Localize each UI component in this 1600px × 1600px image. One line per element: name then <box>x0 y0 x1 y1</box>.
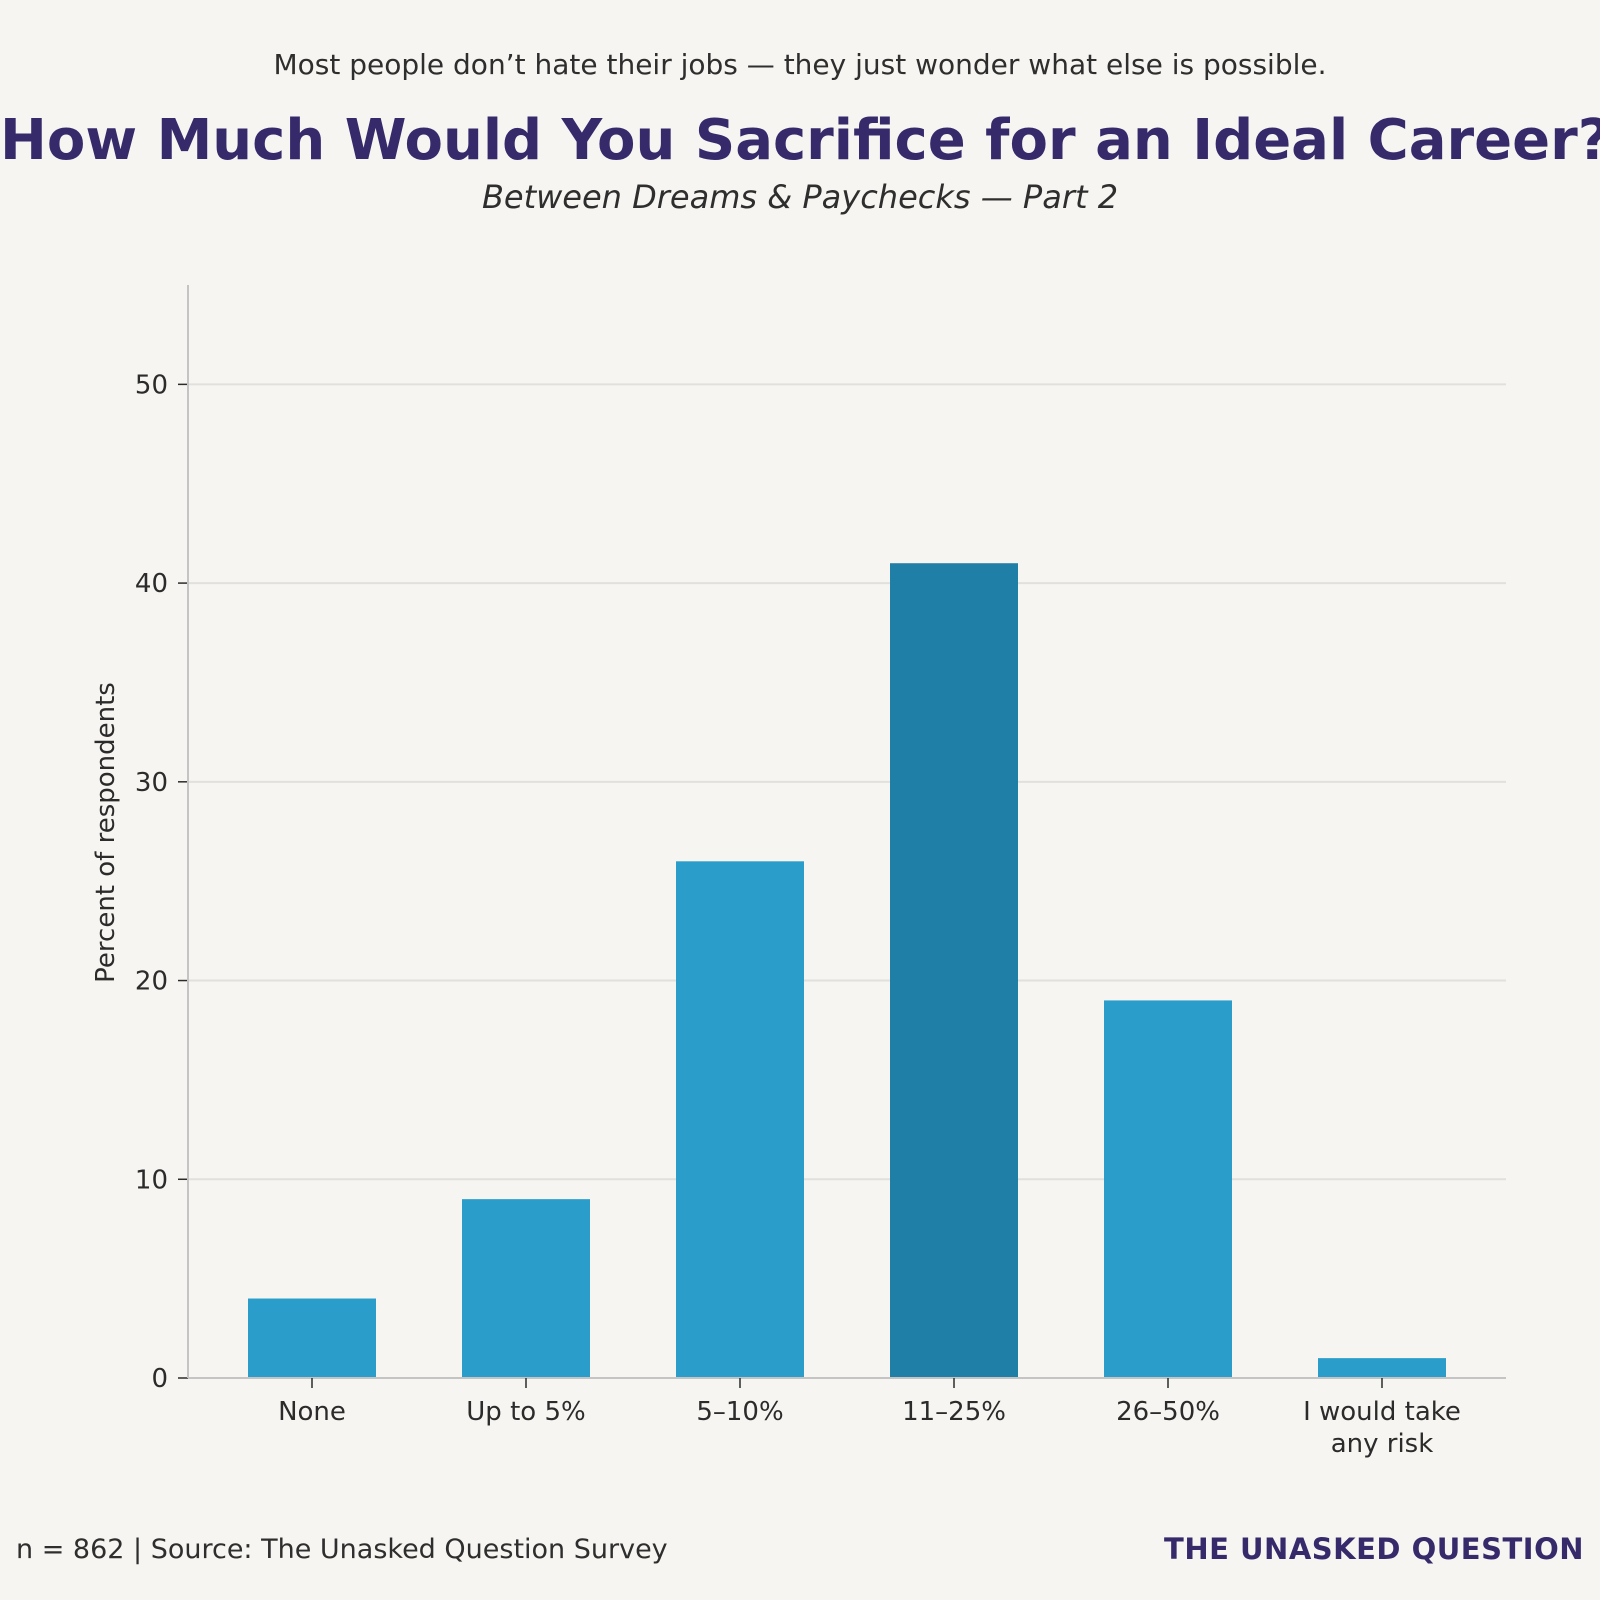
x-tick-label: Up to 5% <box>466 1397 585 1427</box>
tagline: Most people don’t hate their jobs — they… <box>273 48 1327 81</box>
bar-5 <box>1318 1358 1446 1378</box>
x-tick-label-line: 5–10% <box>696 1397 783 1427</box>
x-tick-label-line: any risk <box>1331 1429 1434 1459</box>
y-tick-label: 30 <box>135 768 168 798</box>
x-tick-label: 5–10% <box>696 1397 783 1427</box>
x-tick-label: I would take any risk <box>1303 1397 1461 1459</box>
source-note: n = 862 | Source: The Unasked Question S… <box>16 1534 668 1565</box>
x-tick-label-line: Up to 5% <box>466 1397 585 1427</box>
y-tick-label: 20 <box>135 967 168 997</box>
x-tick-label-line: 26–50% <box>1116 1397 1220 1427</box>
y-tick-label: 0 <box>151 1364 168 1394</box>
bar-0 <box>248 1298 376 1378</box>
bar-2 <box>676 861 804 1378</box>
bar-4 <box>1104 1000 1232 1378</box>
x-tick-label: 11–25% <box>902 1397 1006 1427</box>
y-axis-label: Percent of respondents <box>91 682 121 983</box>
y-tick-label: 40 <box>135 569 168 599</box>
y-tick-label: 50 <box>135 370 168 400</box>
x-tick-label: 26–50% <box>1116 1397 1220 1427</box>
y-tick-label: 10 <box>135 1165 168 1195</box>
x-tick-label-line: None <box>278 1397 346 1427</box>
brand-logo-text: THE UNASKED QUESTION <box>1164 1532 1584 1566</box>
chart-subtitle: Between Dreams & Paychecks — Part 2 <box>481 178 1119 216</box>
chart-title: How Much Would You Sacrifice for an Idea… <box>0 108 1600 173</box>
bar-3 <box>890 563 1018 1378</box>
x-tick-label: None <box>278 1397 346 1427</box>
x-tick-label-line: I would take <box>1303 1397 1461 1427</box>
x-tick-label-line: 11–25% <box>902 1397 1006 1427</box>
bar-1 <box>462 1199 590 1378</box>
